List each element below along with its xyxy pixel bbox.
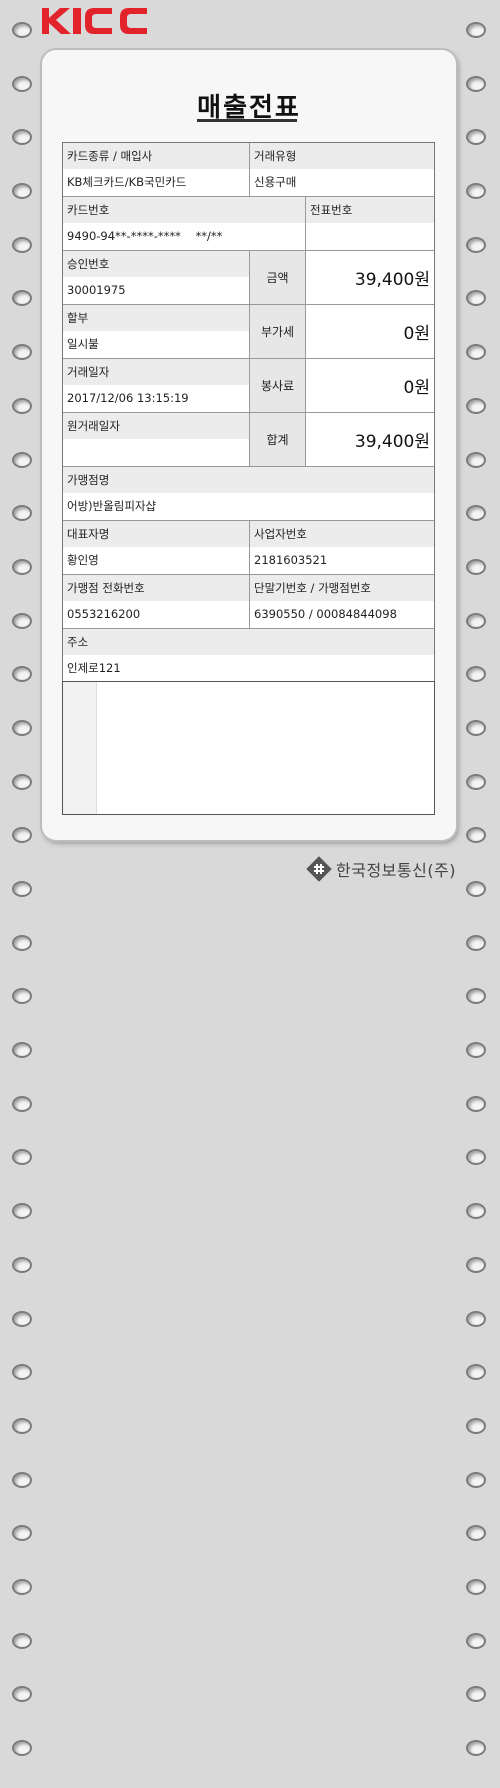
footer: 한국정보통신(주) bbox=[306, 855, 456, 883]
trade-date-label: 거래일자 bbox=[63, 359, 249, 385]
merchant-value: 어방)반올림피자샵 bbox=[63, 493, 434, 520]
row-address: 주소 인제로121 bbox=[63, 629, 434, 682]
business-number-label: 사업자번호 bbox=[250, 521, 434, 547]
signature-box[interactable] bbox=[62, 681, 435, 815]
amount-value: 39,400원 bbox=[305, 251, 434, 304]
terminal-number-label: 단말기번호 / 가맹점번호 bbox=[250, 575, 434, 601]
row-original-date: 원거래일자 합계 39,400원 bbox=[63, 413, 434, 467]
row-card-type: 카드종류 / 매입사 KB체크카드/KB국민카드 거래유형 신용구매 bbox=[63, 143, 434, 197]
receipt-paper: 매출전표 카드종류 / 매입사 KB체크카드/KB국민카드 거래유형 신용구매 … bbox=[42, 50, 456, 840]
kicc-logo bbox=[42, 8, 147, 34]
perforation-right bbox=[466, 22, 488, 1788]
card-type-label: 카드종류 / 매입사 bbox=[63, 143, 249, 169]
address-value: 인제로121 bbox=[63, 655, 434, 682]
approval-value: 30001975 bbox=[63, 277, 249, 304]
kicc-emblem-icon bbox=[306, 856, 332, 882]
amount-label: 금액 bbox=[249, 251, 305, 304]
representative-value: 황인영 bbox=[63, 547, 249, 574]
signature-area[interactable] bbox=[96, 682, 434, 814]
merchant-phone-label: 가맹점 전화번호 bbox=[63, 575, 249, 601]
row-approval: 승인번호 30001975 금액 39,400원 bbox=[63, 251, 434, 305]
card-number-label: 카드번호 bbox=[63, 197, 305, 223]
row-installment: 할부 일시불 부가세 0원 bbox=[63, 305, 434, 359]
receipt-title: 매출전표 bbox=[197, 93, 301, 123]
merchant-phone-value: 0553216200 bbox=[63, 601, 249, 628]
total-label: 합계 bbox=[249, 413, 305, 466]
trade-type-label: 거래유형 bbox=[250, 143, 434, 169]
service-charge-label: 봉사료 bbox=[249, 359, 305, 412]
service-charge-value: 0원 bbox=[305, 359, 434, 412]
vat-value: 0원 bbox=[305, 305, 434, 358]
installment-label: 할부 bbox=[63, 305, 249, 331]
original-date-label: 원거래일자 bbox=[63, 413, 249, 439]
slip-number-label: 전표번호 bbox=[306, 197, 434, 223]
title-underline bbox=[197, 119, 297, 122]
business-number-value: 2181603521 bbox=[250, 547, 434, 574]
row-representative: 대표자명 황인영 사업자번호 2181603521 bbox=[63, 521, 434, 575]
terminal-number-value: 6390550 / 00084844098 bbox=[250, 601, 434, 628]
perforation-left bbox=[12, 22, 34, 1788]
approval-label: 승인번호 bbox=[63, 251, 249, 277]
address-label: 주소 bbox=[63, 629, 434, 655]
row-card-number: 카드번호 9490-94**-****-**** **/** 전표번호 bbox=[63, 197, 434, 251]
trade-date-value: 2017/12/06 13:15:19 bbox=[63, 385, 249, 412]
representative-label: 대표자명 bbox=[63, 521, 249, 547]
row-merchant: 가맹점명 어방)반올림피자샵 bbox=[63, 467, 434, 521]
card-number-value: 9490-94**-****-**** **/** bbox=[63, 223, 305, 250]
merchant-label: 가맹점명 bbox=[63, 467, 434, 493]
slip-number-value bbox=[306, 223, 434, 250]
row-phone: 가맹점 전화번호 0553216200 단말기번호 / 가맹점번호 639055… bbox=[63, 575, 434, 629]
receipt-table: 카드종류 / 매입사 KB체크카드/KB국민카드 거래유형 신용구매 카드번호 … bbox=[62, 142, 435, 683]
card-type-value: KB체크카드/KB국민카드 bbox=[63, 169, 249, 196]
footer-company-name: 한국정보통신(주) bbox=[336, 861, 457, 880]
total-value: 39,400원 bbox=[305, 413, 434, 466]
original-date-value bbox=[63, 439, 249, 466]
row-trade-date: 거래일자 2017/12/06 13:15:19 봉사료 0원 bbox=[63, 359, 434, 413]
trade-type-value: 신용구매 bbox=[250, 169, 434, 196]
installment-value: 일시불 bbox=[63, 331, 249, 358]
vat-label: 부가세 bbox=[249, 305, 305, 358]
signature-side-strip bbox=[63, 682, 96, 814]
